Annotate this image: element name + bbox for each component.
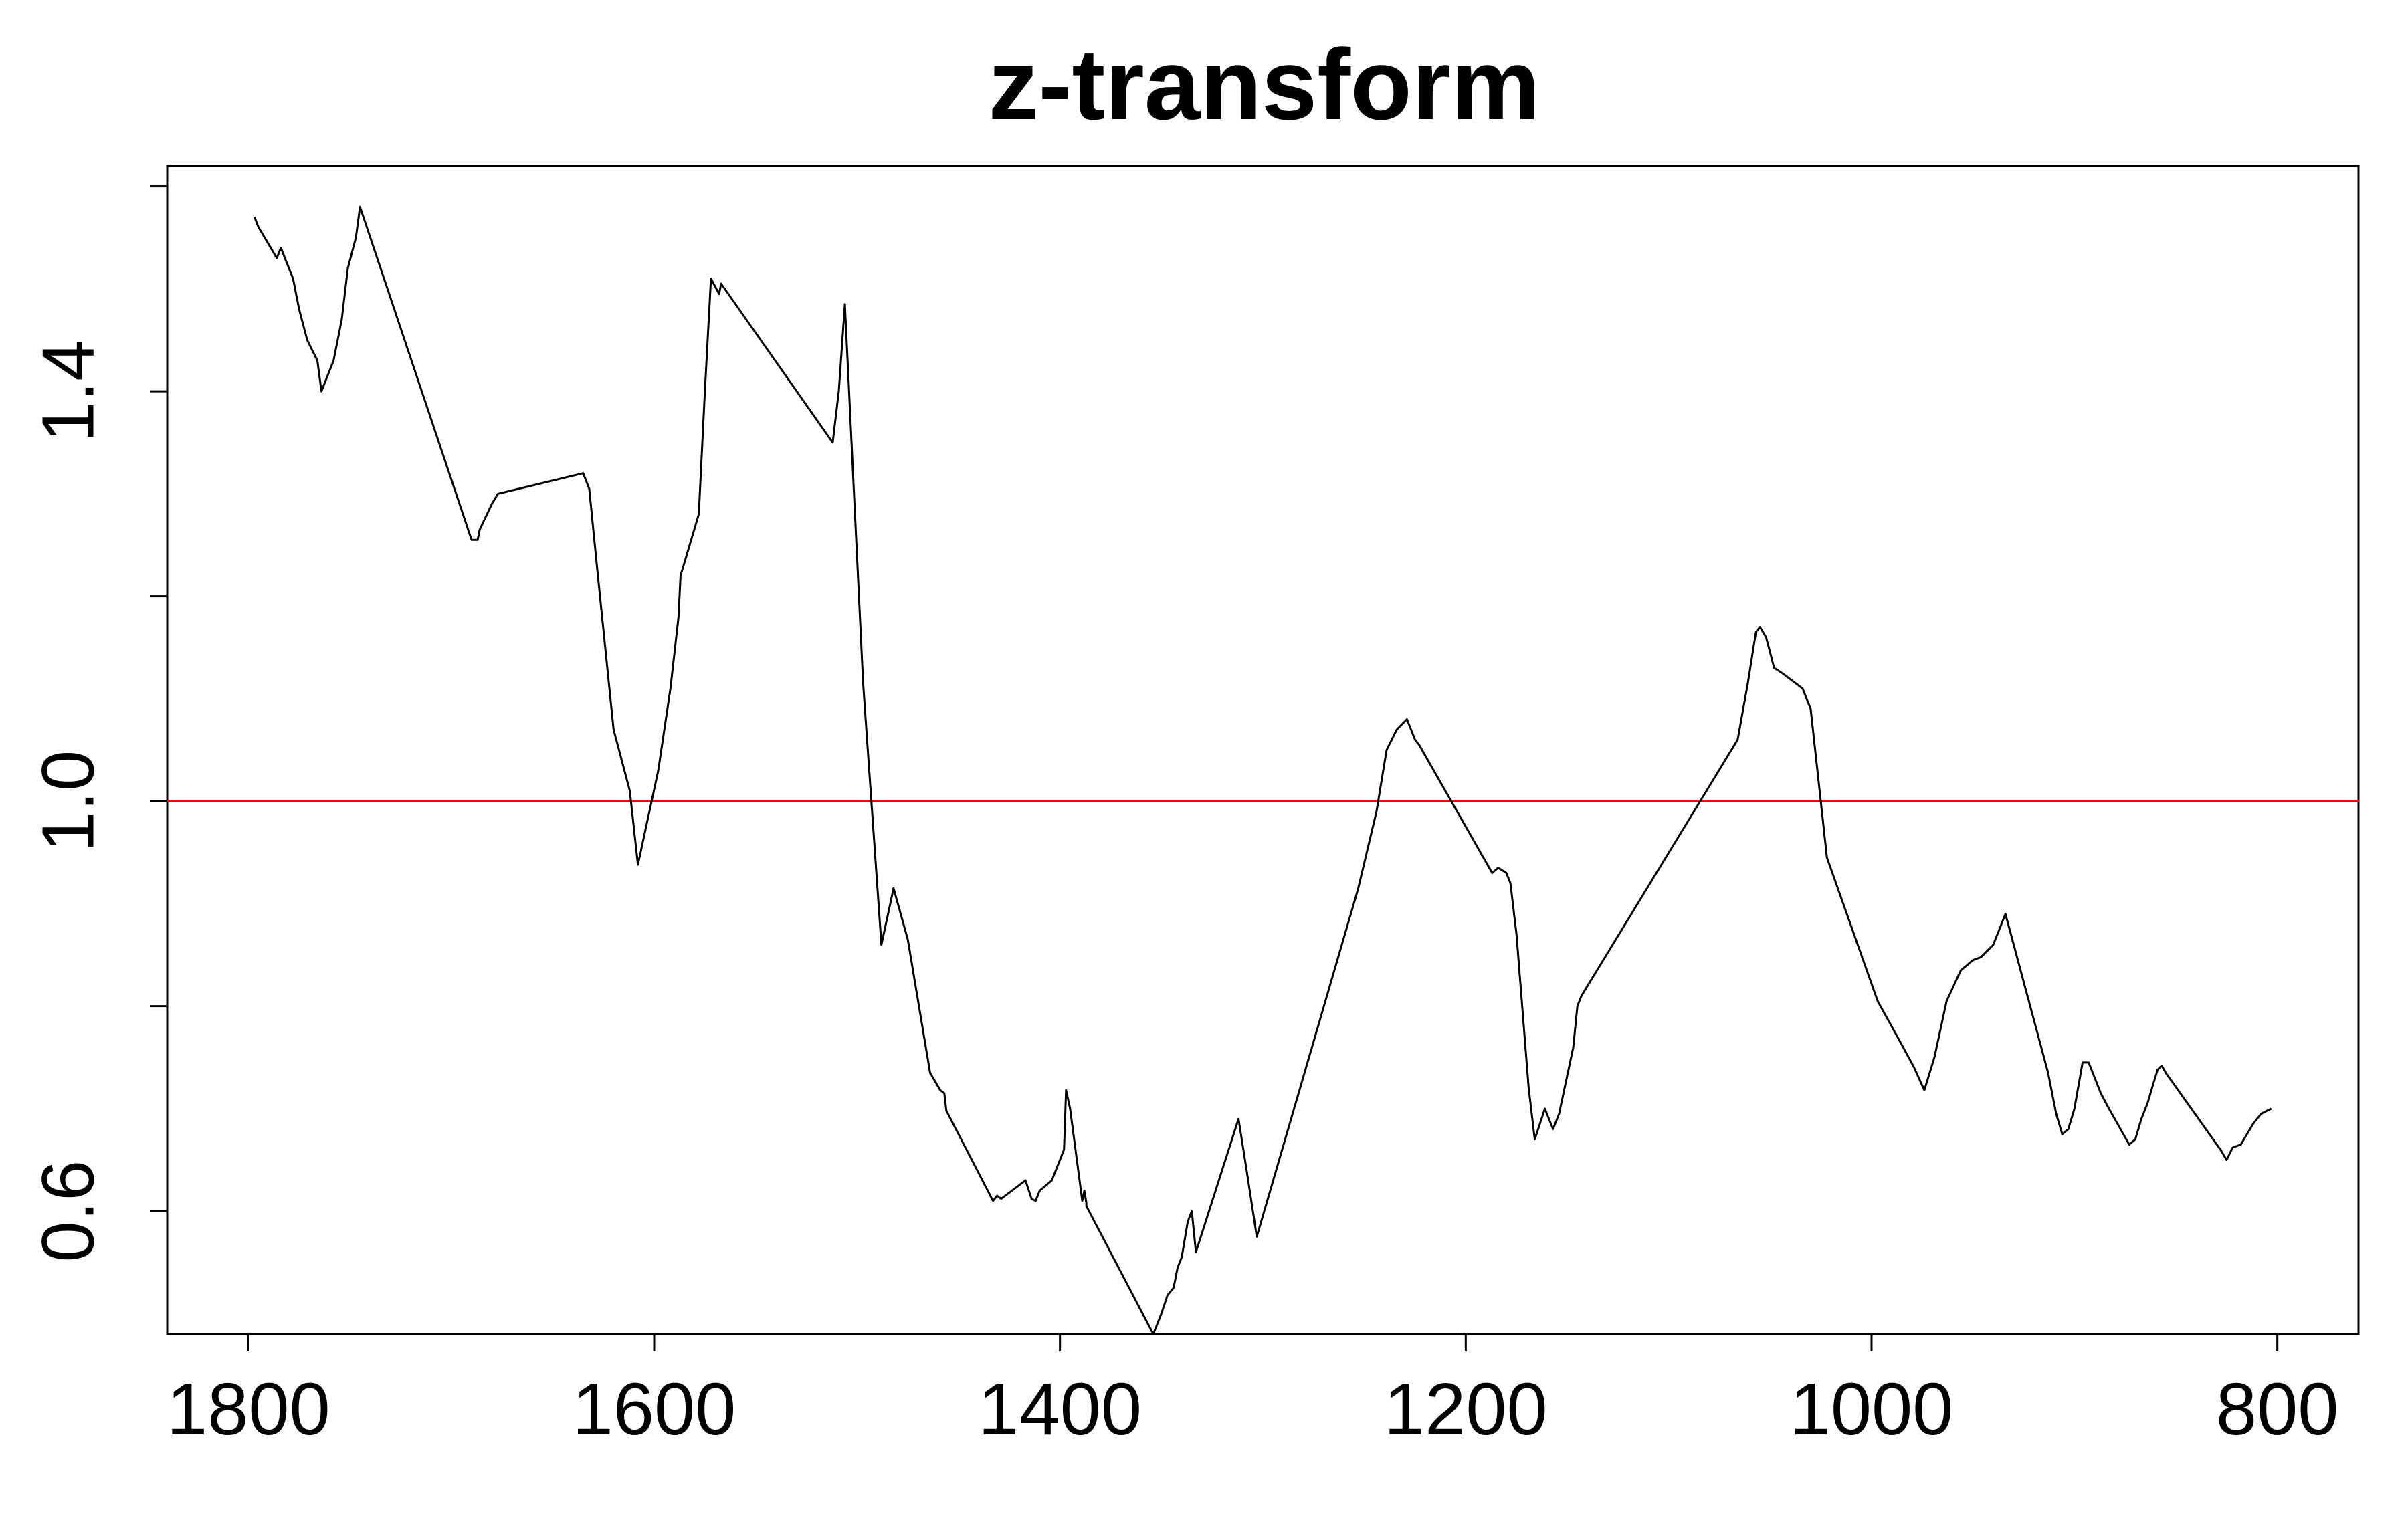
chart-title: z-transform [988, 28, 1540, 140]
x-tick-label: 1800 [167, 1368, 330, 1450]
plot-frame [166, 165, 2360, 1335]
y-axis: 0.6 1.0 1.4 [27, 185, 169, 1263]
y-tick-label: 0.6 [27, 1160, 110, 1263]
x-tick-label: 1200 [1384, 1368, 1548, 1450]
x-tick-label: 1600 [573, 1368, 736, 1450]
y-tick-label: 1.4 [27, 340, 110, 443]
y-tick-label: 1.0 [27, 750, 110, 853]
x-tick-label: 800 [2216, 1368, 2339, 1450]
x-tick-label: 1400 [978, 1368, 1142, 1450]
x-tick-label: 1000 [1790, 1368, 1954, 1450]
series-layer [254, 205, 2272, 1335]
x-axis: 1800 1600 1400 1200 1000 800 [167, 1333, 2339, 1450]
series-line [254, 205, 2272, 1335]
